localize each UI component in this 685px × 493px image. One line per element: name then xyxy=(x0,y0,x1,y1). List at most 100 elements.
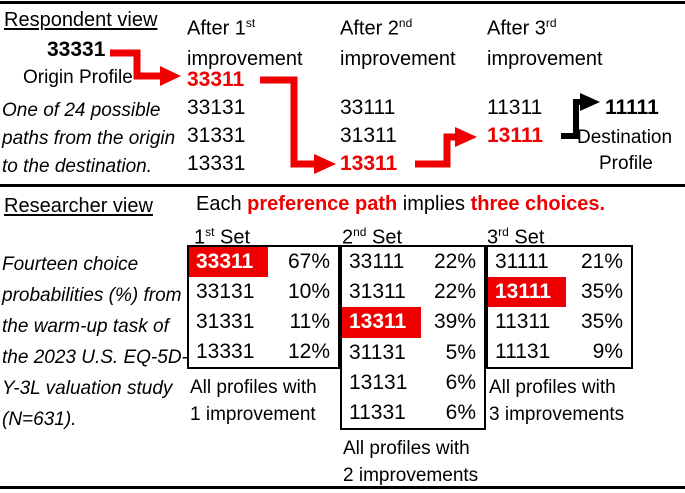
profile-cell: 13311 xyxy=(342,307,422,338)
profile-cell: 13331 xyxy=(196,340,255,363)
researcher-view-title: Researcher view xyxy=(4,195,153,217)
researcher-note-line: (N=631). xyxy=(2,409,77,430)
profile-cell: 31131 xyxy=(349,340,406,364)
respondent-view-title: Respondent view xyxy=(4,9,158,31)
table-row: 13131 6% xyxy=(342,368,484,398)
column-header-after-2nd: After 2nd improvement xyxy=(340,8,456,74)
caption-highlight: three choices. xyxy=(470,193,606,215)
top-rule xyxy=(0,1,685,4)
table-row: 31311 22% xyxy=(342,277,484,307)
profile-cell: 33131 xyxy=(187,96,246,119)
probability-cell: 10% xyxy=(287,280,330,303)
respondent-note: One of 24 possible paths from the origin… xyxy=(2,97,175,181)
header-text: After 1 xyxy=(187,17,246,40)
footer-line: All profiles with xyxy=(343,438,470,459)
respondent-note-line: One of 24 possible xyxy=(2,100,161,121)
header-text: After 3 xyxy=(487,17,546,40)
researcher-note: Fourteen choice probabilities (%) from t… xyxy=(2,249,188,435)
section-divider-rule xyxy=(0,184,685,187)
set-word: Set xyxy=(508,226,545,249)
profile-cell: 13331 xyxy=(187,152,246,175)
set-1-header: 1st Set xyxy=(194,220,250,250)
respondent-note-line: paths from the origin xyxy=(2,128,176,149)
profile-cell-chosen: 13311 xyxy=(340,152,398,175)
set-3-header: 3rd Set xyxy=(487,220,544,250)
profile-cell: 11311 xyxy=(487,96,543,119)
table-row: 31111 21% xyxy=(488,247,631,277)
probability-cell: 22% xyxy=(433,250,476,274)
table-row: 31131 5% xyxy=(342,338,484,368)
choice-table-set-1: 33311 67% 33131 10% 31331 11% 13331 12% xyxy=(187,245,340,369)
table-row: 11331 6% xyxy=(342,398,484,428)
column-header-after-3rd: After 3rd improvement xyxy=(487,8,603,74)
origin-profile-label: Origin Profile xyxy=(23,67,133,88)
table-row: 13331 12% xyxy=(189,337,338,367)
set-number: 1 xyxy=(194,226,206,249)
bottom-rule xyxy=(0,486,685,489)
profile-cell: 13131 xyxy=(349,370,408,394)
probability-cell: 21% xyxy=(580,250,623,273)
destination-profile-label: Destination xyxy=(577,127,673,148)
table-row: 33131 10% xyxy=(189,277,338,307)
arrow-33311-to-13311 xyxy=(260,76,336,174)
probability-cell: 22% xyxy=(433,280,476,304)
set-number: 3 xyxy=(487,226,499,249)
set-word: Set xyxy=(214,226,251,249)
choice-table-set-3: 31111 21% 13111 35% 11311 35% 11131 9% xyxy=(486,245,633,369)
probability-cell: 35% xyxy=(580,310,623,333)
probability-cell: 35% xyxy=(580,280,623,303)
probability-cell: 9% xyxy=(592,340,623,363)
profile-cell-chosen: 13111 xyxy=(487,124,544,147)
table-row: 33111 22% xyxy=(342,247,484,277)
table-row: 31331 11% xyxy=(189,307,338,337)
profile-cell: 31311 xyxy=(340,124,397,147)
profile-cell: 11311 xyxy=(495,310,551,333)
respondent-note-line: to the destination. xyxy=(2,156,152,177)
header-ordinal: nd xyxy=(398,16,413,30)
header-text: After 2 xyxy=(340,17,399,40)
table-row: 13111 35% xyxy=(488,277,631,307)
column-header-after-1st: After 1st improvement xyxy=(187,8,303,74)
header-ordinal: rd xyxy=(545,16,557,30)
set-ordinal: rd xyxy=(498,225,509,239)
probability-cell: 12% xyxy=(287,340,330,363)
profile-cell: 31111 xyxy=(495,250,549,273)
profile-cell: 11131 xyxy=(495,340,551,363)
header-text: improvement xyxy=(187,47,303,70)
researcher-note-line: Y-3L valuation study xyxy=(2,378,173,399)
profile-cell: 31311 xyxy=(349,280,406,304)
destination-profile-value: 11111 xyxy=(605,96,659,119)
profile-cell: 33111 xyxy=(340,96,396,119)
set-ordinal: nd xyxy=(353,225,367,239)
profile-cell: 13111 xyxy=(488,277,567,307)
probability-cell: 11% xyxy=(289,310,330,333)
caption-text: Each xyxy=(196,193,248,215)
probability-cell: 39% xyxy=(433,310,476,334)
researcher-caption: Each preference path implies three choic… xyxy=(196,192,605,216)
profile-cell: 33111 xyxy=(349,250,405,274)
profile-cell: 11331 xyxy=(349,400,406,424)
footer-line: 2 improvements xyxy=(343,465,479,486)
header-text: improvement xyxy=(487,47,603,70)
set-3-footer: All profiles with 3 improvements xyxy=(489,374,624,428)
probability-cell: 6% xyxy=(445,400,476,424)
table-row: 11131 9% xyxy=(488,337,631,367)
profile-cell: 31331 xyxy=(187,124,246,147)
probability-cell: 67% xyxy=(287,250,330,273)
table-row: 13311 39% xyxy=(342,307,484,338)
header-ordinal: st xyxy=(245,16,256,30)
set-number: 2 xyxy=(342,226,354,249)
probability-cell: 5% xyxy=(445,340,476,364)
origin-profile-value: 33331 xyxy=(47,38,106,61)
caption-highlight: preference path xyxy=(247,193,398,215)
table-row: 11311 35% xyxy=(488,307,631,337)
footer-line: All profiles with xyxy=(190,377,317,398)
profile-cell-chosen: 33311 xyxy=(187,68,245,91)
researcher-note-line: the 2023 U.S. EQ-5D- xyxy=(2,347,188,368)
set-2-footer: All profiles with 2 improvements xyxy=(343,435,478,489)
header-text: improvement xyxy=(340,47,456,70)
researcher-note-line: Fourteen choice xyxy=(2,254,139,275)
footer-line: 3 improvements xyxy=(489,404,625,425)
profile-cell: 33311 xyxy=(189,247,269,277)
